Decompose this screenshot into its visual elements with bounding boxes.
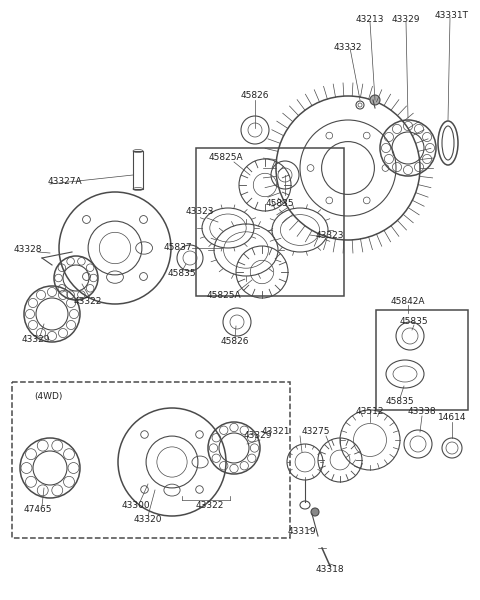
Text: 43321: 43321 bbox=[262, 427, 290, 437]
Text: 43327A: 43327A bbox=[48, 178, 83, 187]
Text: 43512: 43512 bbox=[356, 407, 384, 416]
Text: 43320: 43320 bbox=[134, 515, 162, 524]
Text: 45835: 45835 bbox=[400, 317, 428, 326]
Bar bbox=[376, 310, 468, 410]
Bar bbox=[196, 148, 344, 296]
Bar bbox=[133, 151, 143, 189]
Text: 43322: 43322 bbox=[196, 502, 224, 511]
Text: 43338: 43338 bbox=[408, 407, 436, 416]
Text: 43329: 43329 bbox=[22, 335, 50, 344]
Text: 43213: 43213 bbox=[356, 16, 384, 25]
Circle shape bbox=[370, 95, 380, 105]
Text: 45825A: 45825A bbox=[209, 154, 243, 163]
Text: 43332: 43332 bbox=[334, 43, 362, 52]
Text: 45826: 45826 bbox=[241, 91, 269, 100]
Text: 45842A: 45842A bbox=[391, 298, 425, 307]
Text: 43323: 43323 bbox=[316, 230, 344, 239]
Text: 43322: 43322 bbox=[74, 298, 102, 307]
Text: 43275: 43275 bbox=[302, 427, 330, 437]
Text: 45837: 45837 bbox=[164, 244, 192, 253]
Text: 43331T: 43331T bbox=[435, 11, 469, 20]
Text: 43318: 43318 bbox=[316, 565, 344, 575]
Text: 43329: 43329 bbox=[392, 16, 420, 25]
Text: (4WD): (4WD) bbox=[34, 392, 62, 401]
Text: 45826: 45826 bbox=[221, 337, 249, 346]
Text: 43329: 43329 bbox=[244, 431, 272, 440]
Text: 43300: 43300 bbox=[122, 502, 150, 511]
Text: 43319: 43319 bbox=[288, 527, 316, 536]
Text: 43328: 43328 bbox=[14, 245, 42, 254]
Text: 45835: 45835 bbox=[168, 269, 196, 278]
Text: 45825A: 45825A bbox=[207, 292, 241, 301]
Text: 45835: 45835 bbox=[386, 397, 414, 407]
Text: 45835: 45835 bbox=[266, 199, 294, 208]
Circle shape bbox=[311, 508, 319, 516]
Text: 43323: 43323 bbox=[186, 208, 214, 217]
Bar bbox=[12, 382, 290, 538]
Text: 14614: 14614 bbox=[438, 413, 466, 422]
Text: 47465: 47465 bbox=[24, 505, 52, 514]
